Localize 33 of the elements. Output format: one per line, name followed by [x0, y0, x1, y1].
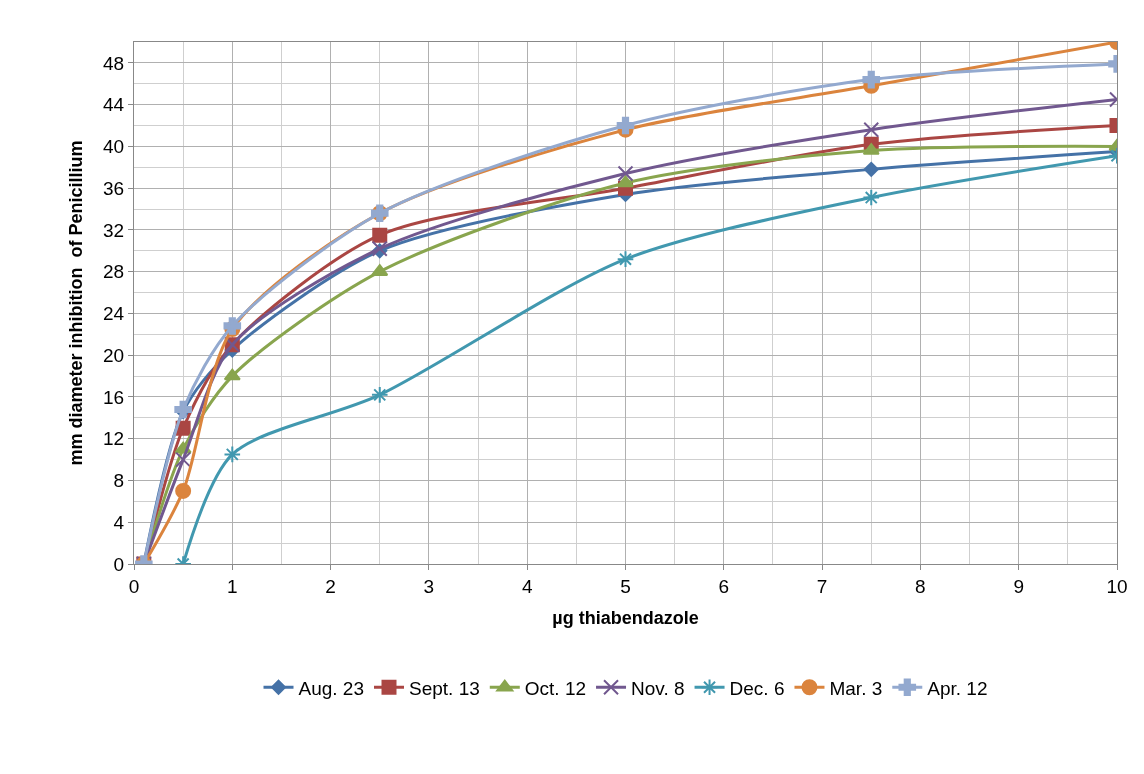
legend-label: Dec. 6 [729, 677, 785, 699]
y-tick-label: 24 [103, 303, 125, 325]
x-tick-label: 9 [1013, 575, 1024, 597]
x-tick-label: 6 [718, 575, 730, 597]
y-tick-label: 12 [103, 428, 125, 450]
legend-label: Sept. 13 [409, 677, 480, 699]
y-tick-label: 16 [103, 386, 125, 408]
x-tick-label: 5 [620, 575, 631, 597]
x-tick-label: 1 [227, 575, 238, 597]
legend-label: Mar. 3 [829, 677, 883, 699]
y-tick-label: 48 [103, 52, 125, 74]
x-tick-label: 10 [1106, 575, 1128, 597]
x-tick-label: 0 [128, 575, 140, 597]
y-tick-label: 8 [113, 470, 125, 492]
x-tick-label: 7 [816, 575, 828, 597]
x-tick-label: 2 [325, 575, 336, 597]
y-tick-label: 4 [113, 511, 125, 533]
y-tick-label: 20 [103, 344, 125, 366]
y-tick-label: 32 [103, 219, 125, 241]
y-tick-label: 40 [103, 136, 125, 158]
y-tick-label: 44 [103, 94, 125, 116]
x-tick-label: 3 [423, 575, 435, 597]
y-tick-label: 36 [103, 177, 125, 199]
legend-label: Nov. 8 [631, 677, 685, 699]
x-tick-label: 4 [521, 575, 533, 597]
y-tick-label: 0 [113, 553, 125, 575]
y-tick-label: 28 [103, 261, 125, 283]
x-axis-title: µg thiabendazole [552, 607, 699, 628]
legend-label: Oct. 12 [524, 677, 587, 699]
y-axis-title: mm diameter inhibition of Penicillium [66, 140, 87, 466]
x-tick-label: 8 [915, 575, 926, 597]
legend-label: Apr. 12 [927, 677, 988, 699]
legend-label: Aug. 23 [298, 677, 364, 699]
